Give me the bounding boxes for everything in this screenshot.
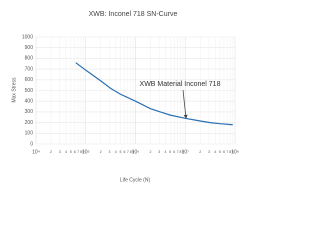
x-tick-label: 4 — [115, 150, 117, 154]
y-tick-label: 900 — [25, 45, 34, 51]
x-tick-label: 8 — [229, 150, 231, 154]
annotation: XWB Material Inconel 718 — [140, 81, 221, 88]
x-tick-label: 5 — [219, 150, 221, 154]
annotation-arrow — [182, 89, 188, 119]
x-tick-label: 7 — [77, 150, 79, 154]
x-tick-label: 8 — [80, 150, 82, 154]
x-tick-label: 9 — [132, 150, 134, 154]
x-tick-label: 5 — [169, 150, 171, 154]
x-tick-label: 7 — [177, 150, 179, 154]
y-tick-label: 0 — [30, 141, 33, 147]
x-tick-label: 6 — [74, 150, 76, 154]
y-tick-label: 700 — [25, 66, 34, 72]
y-tick-label: 600 — [25, 77, 34, 83]
y-tick-label: 300 — [25, 109, 34, 115]
y-tick-label: 1000 — [22, 34, 33, 40]
x-tick-label: 6 — [173, 150, 175, 154]
x-tick-label: 4 — [214, 150, 216, 154]
x-tick-label: 9 — [232, 150, 234, 154]
x-tick-label: 2 — [50, 150, 52, 154]
x-tick-label: 10⁷ — [182, 149, 190, 155]
x-tick-label: 7 — [226, 150, 228, 154]
y-tick-label: 200 — [25, 120, 34, 126]
y-tick-label: 800 — [25, 56, 34, 62]
x-tick-label: 3 — [158, 150, 160, 154]
x-tick-label: 2 — [149, 150, 151, 154]
y-tick-label: 500 — [25, 88, 34, 94]
x-tick-label: 10⁴ — [32, 149, 40, 155]
y-tick-label: 100 — [25, 131, 34, 137]
x-tick-label: 7 — [127, 150, 129, 154]
x-tick-label: 6 — [223, 150, 225, 154]
line — [75, 62, 233, 126]
x-tick-label: 9 — [182, 150, 184, 154]
x-tick-label: 6 — [123, 150, 125, 154]
x-tick-label: 10⁵ — [82, 149, 90, 155]
x-tick-label: 3 — [59, 150, 61, 154]
x-tick-label: 10⁸ — [231, 149, 239, 155]
chart-title: XWB: Inconel 718 SN-Curve — [89, 11, 178, 18]
x-tick-label: 2 — [100, 150, 102, 154]
x-tick-label: 8 — [179, 150, 181, 154]
x-axis-label: Life Cycle (N) — [120, 177, 151, 183]
x-tick-label: 3 — [208, 150, 210, 154]
x-tick-label: 10⁶ — [132, 149, 140, 155]
x-tick-label: 4 — [164, 150, 166, 154]
y-tick-label: 400 — [25, 99, 34, 105]
x-tick-label: 3 — [109, 150, 111, 154]
x-tick-label: 8 — [130, 150, 132, 154]
y-axis-label: Max Stress — [11, 77, 17, 103]
x-tick-label: 4 — [65, 150, 67, 154]
x-tick-label: 5 — [70, 150, 72, 154]
x-tick-label: 5 — [120, 150, 122, 154]
chart: XWB: Inconel 718 SN-Curve Life Cycle (N)… — [11, 11, 239, 183]
x-tick-label: 9 — [82, 150, 84, 154]
x-tick-label: 2 — [199, 150, 201, 154]
